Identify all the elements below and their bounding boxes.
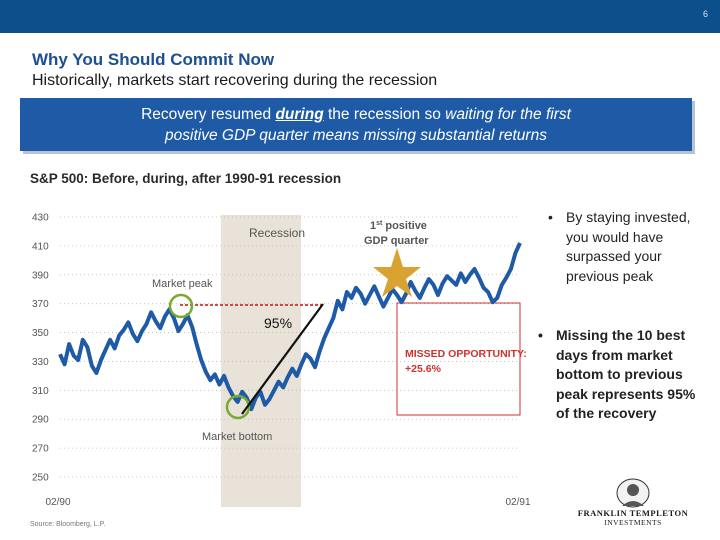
gdp-label-number: 1	[370, 220, 376, 232]
y-tick-label: 270	[32, 444, 49, 455]
source-note: Source: Bloomberg, L.P.	[30, 521, 106, 528]
callout-text-d: waiting for the first	[445, 106, 571, 123]
callout-emphasis-during: during	[275, 106, 324, 123]
logo-line-2: INVESTMENTS	[604, 518, 662, 527]
market-peak-marker	[168, 293, 194, 319]
gdp-quarter-label-line1: 1st positive	[370, 220, 427, 232]
slide-number: 6	[702, 9, 708, 19]
y-tick-label: 310	[32, 386, 49, 397]
callout-line-2: positive GDP quarter means missing subst…	[165, 127, 547, 144]
gridlines	[60, 216, 520, 478]
bullet-missing-best-days: • Missing the 10 best days from market b…	[538, 326, 708, 424]
x-tick-start: 02/90	[45, 497, 70, 508]
recovery-percent-label: 95%	[264, 315, 292, 331]
slide-title: Why You Should Commit Now	[32, 50, 275, 69]
market-bottom-label: Market bottom	[202, 431, 272, 443]
y-tick-label: 290	[32, 415, 49, 426]
gdp-quarter-label-line2: GDP quarter	[364, 235, 429, 247]
logo-line-1: FRANKLIN TEMPLETON	[577, 508, 689, 518]
logo-portrait-icon	[616, 478, 650, 508]
bullet-stay-invested: • By staying invested, you would have su…	[548, 208, 698, 286]
missed-opportunity-label: MISSED OPPORTUNITY:	[405, 348, 527, 360]
recovery-arrow	[241, 303, 324, 415]
y-axis-ticks: 430 410 390 370 350 330 310 290 270 250	[32, 213, 49, 484]
y-tick-label: 430	[32, 213, 49, 224]
y-tick-label: 370	[32, 299, 49, 310]
missed-opportunity-box	[396, 302, 521, 416]
bullet-dot: •	[548, 209, 553, 225]
missed-opportunity-value: +25.6%	[405, 363, 442, 375]
y-tick-label: 250	[32, 473, 49, 484]
bullet-text: By staying invested, you would have surp…	[566, 209, 691, 284]
market-peak-label: Market peak	[152, 278, 213, 290]
recession-shade	[221, 215, 301, 507]
y-tick-label: 330	[32, 357, 49, 368]
gdp-label-positive: positive	[385, 220, 427, 232]
chart-title: S&P 500: Before, during, after 1990-91 r…	[30, 171, 342, 186]
y-tick-label: 410	[32, 241, 49, 252]
callout-text-a: Recovery resumed	[141, 106, 276, 123]
bullet-text: Missing the 10 best days from market bot…	[556, 327, 696, 421]
franklin-templeton-logo: FRANKLIN TEMPLETON INVESTMENTS	[574, 476, 692, 532]
callout-text-c: the recession so	[323, 106, 446, 123]
y-tick-label: 390	[32, 270, 49, 281]
first-positive-gdp-star	[373, 248, 421, 297]
bullet-dot: •	[538, 327, 543, 343]
slide-subtitle: Historically, markets start recovering d…	[32, 72, 438, 89]
y-tick-label: 350	[32, 328, 49, 339]
key-message-callout: Recovery resumed during the recession so…	[20, 98, 692, 151]
recession-label: Recession	[249, 226, 305, 240]
sp500-line	[58, 242, 522, 412]
x-tick-end: 02/91	[505, 497, 530, 508]
top-banner: 6	[0, 0, 720, 33]
market-bottom-marker	[225, 394, 251, 420]
gdp-label-sup: st	[376, 220, 383, 227]
